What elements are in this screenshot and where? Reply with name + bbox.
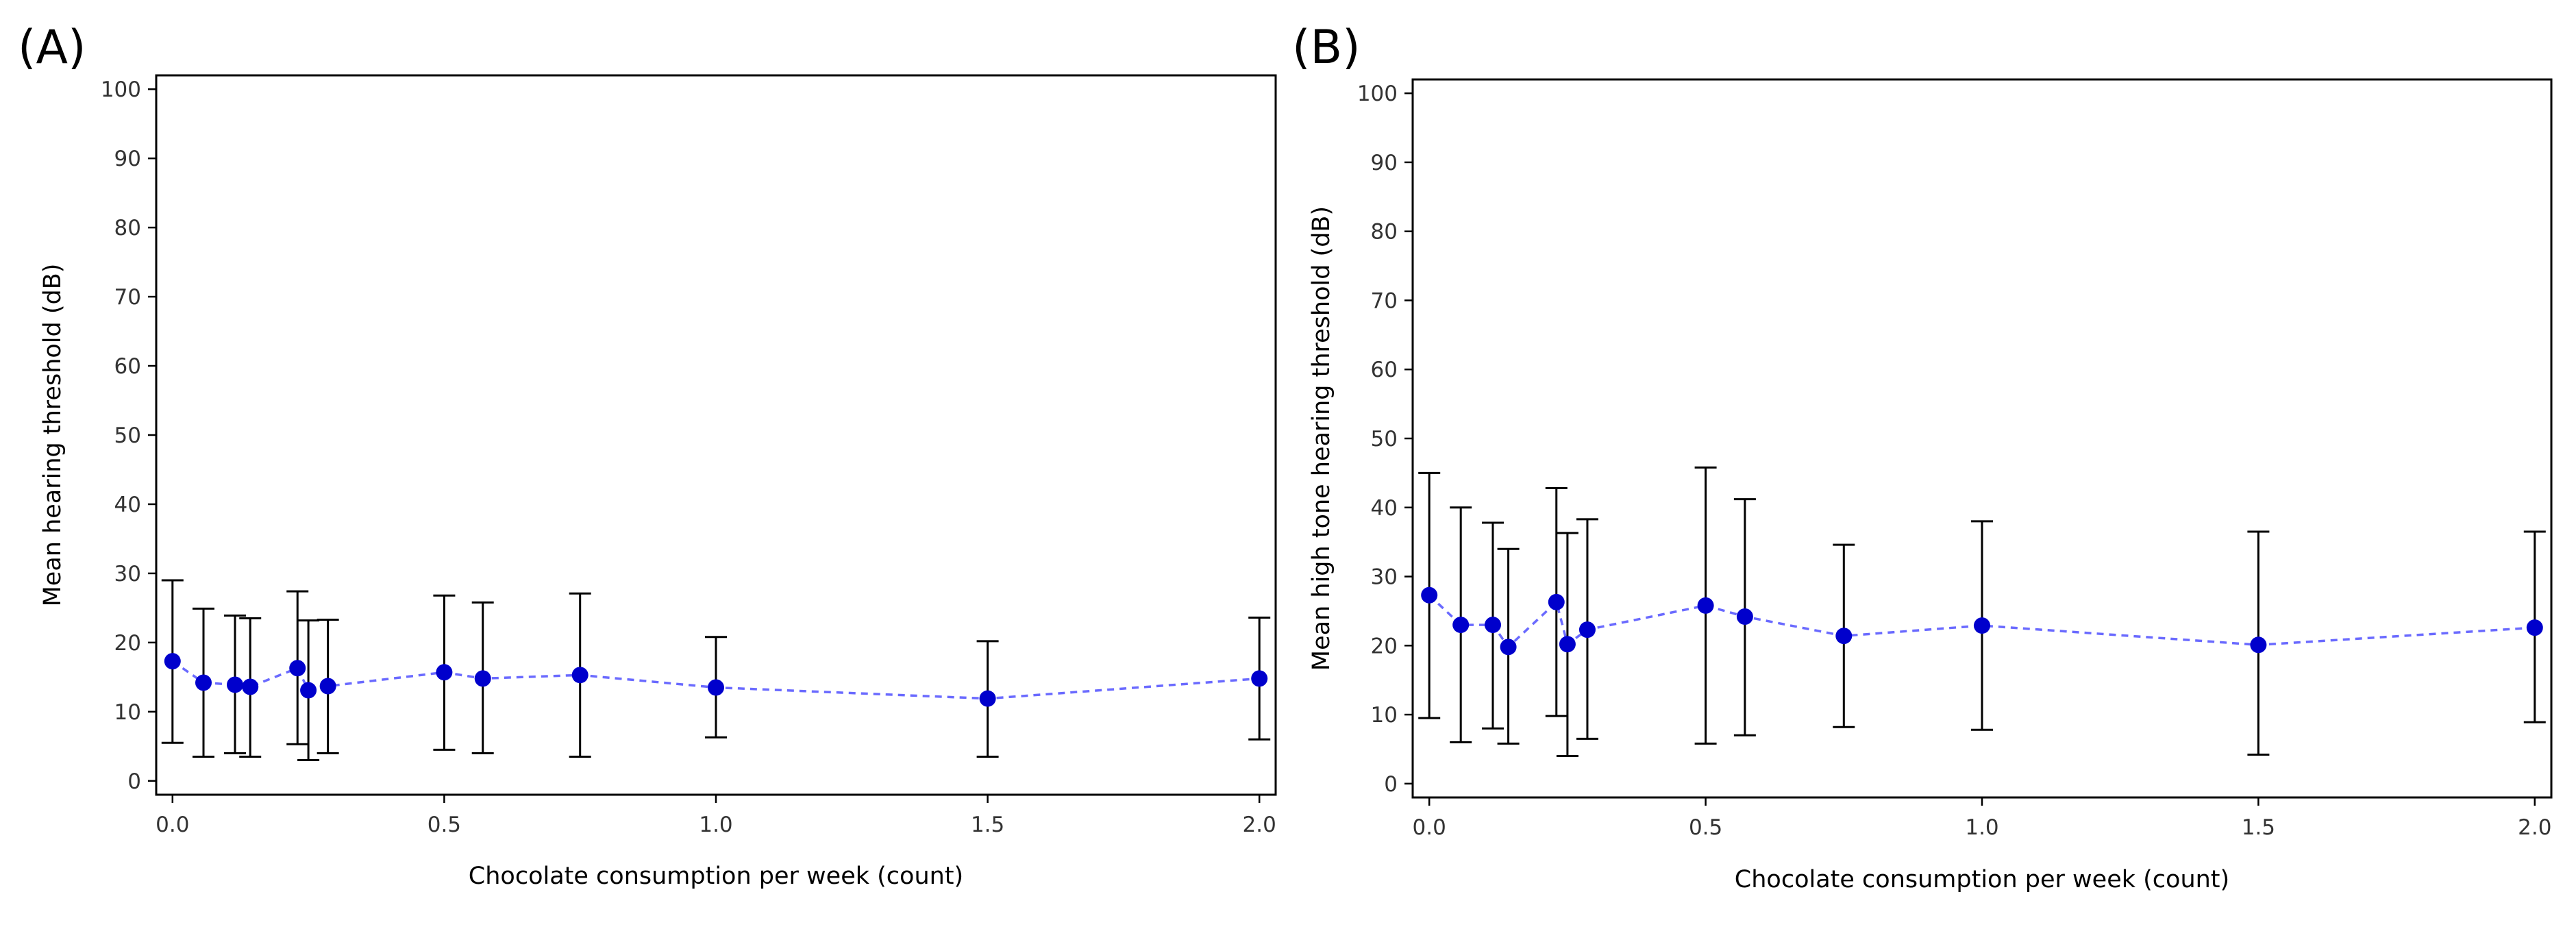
panel-b-data-point: [1421, 586, 1438, 604]
panel-b-y-tick-label: 10: [1371, 703, 1398, 728]
panel-a-data-point: [571, 667, 589, 684]
panel-a-data-point: [242, 678, 259, 695]
panel-b-x-axis-title: Chocolate consumption per week (count): [1735, 866, 2229, 893]
panel-a-y-tick-label: 40: [114, 493, 141, 517]
panel-a-x-tick-label: 2.0: [1243, 813, 1276, 837]
panel-a-x-tick-label: 0.0: [156, 813, 189, 837]
panel-b-data-point: [1559, 636, 1576, 653]
panel-a-x-tick-label: 0.5: [428, 813, 461, 837]
panel-a-y-tick-label: 100: [101, 77, 141, 102]
panel-a-series: [161, 579, 1271, 762]
panel-a-data-point: [227, 676, 244, 693]
panel-b-x-tick-label: 0.0: [1413, 815, 1446, 840]
panel-b-data-point: [2250, 636, 2267, 654]
panel-b-y-axis: 0 10 20 30 40 50 60 70 80 90 100: [1357, 82, 1413, 797]
panel-b-y-tick-label: 80: [1371, 220, 1398, 245]
panel-b-x-tick-label: 1.0: [1965, 815, 1998, 840]
panel-b-y-tick-label: 20: [1371, 634, 1398, 658]
panel-b-data-point: [1736, 608, 1753, 625]
panel-a-y-axis: 0 10 20 30 40 50 60 70 80 90 100: [101, 77, 156, 794]
panel-a-y-tick-label: 90: [114, 147, 141, 171]
panel-a-y-axis-title: Mean hearing threshold (dB): [39, 264, 66, 607]
panel-a-data-point: [195, 674, 212, 691]
panel-a-x-tick-label: 1.5: [971, 813, 1004, 837]
panel-a-data-point: [289, 660, 306, 677]
panel-b-x-tick-label: 2.0: [2518, 815, 2551, 840]
panel-a-data-point: [979, 690, 996, 707]
panel-b-y-tick-label: 30: [1371, 565, 1398, 590]
panel-a-data-point: [319, 678, 336, 695]
panel-b-data-point: [2526, 619, 2543, 636]
panel-a-data-point: [1251, 670, 1268, 687]
panel-a-y-tick-label: 30: [114, 562, 141, 586]
panel-a-y-tick-label: 10: [114, 700, 141, 725]
panel-a-y-tick-label: 0: [127, 769, 141, 794]
panel-b-x-axis: 0.0 0.5 1.0 1.5 2.0: [1413, 797, 2551, 840]
panel-a-y-tick-label: 50: [114, 423, 141, 448]
panel-a-x-axis-title: Chocolate consumption per week (count): [469, 863, 963, 890]
panel-b-y-tick-label: 60: [1371, 358, 1398, 382]
panel-b-data-point: [1500, 639, 1517, 656]
panel-b-x-tick-label: 0.5: [1689, 815, 1722, 840]
panel-a: (A) 0 10 20 30 40 50 60 70 80 90 100 0.0 0.5 1.0 1.5 2…: [18, 21, 1277, 890]
panel-b-data-point: [1548, 593, 1565, 610]
panel-b-data-point: [1484, 617, 1501, 634]
panel-b-y-axis-title: Mean high tone hearing threshold (dB): [1308, 206, 1335, 671]
panel-b-data-point: [1578, 621, 1596, 639]
panel-b-data-point: [1974, 617, 1990, 634]
panel-b-x-tick-label: 1.5: [2242, 815, 2275, 840]
panel-b-label: (B): [1292, 21, 1361, 75]
panel-b-y-tick-label: 50: [1371, 427, 1398, 451]
panel-a-y-tick-label: 20: [114, 631, 141, 656]
panel-b: (B) 0 10 20 30 40 50 60 70 80 90 100 0.0 0.5 1.0 1.5 2…: [1292, 21, 2553, 893]
panel-b-y-tick-label: 90: [1371, 151, 1398, 175]
panel-b-data-point: [1835, 628, 1853, 645]
panel-b-y-tick-label: 40: [1371, 496, 1398, 521]
panel-a-x-axis: 0.0 0.5 1.0 1.5 2.0: [156, 795, 1276, 837]
panel-a-data-point: [164, 653, 181, 670]
panel-b-series: [1418, 466, 2546, 758]
panel-a-data-point: [708, 679, 724, 696]
panel-b-data-point: [1697, 597, 1714, 614]
panel-a-data-point: [474, 670, 491, 687]
panel-a-y-tick-label: 60: [114, 354, 141, 379]
panel-b-y-tick-label: 70: [1371, 288, 1398, 313]
panel-b-data-point: [1452, 617, 1470, 634]
panel-b-y-tick-label: 100: [1357, 82, 1398, 106]
panel-b-y-tick-label: 0: [1384, 772, 1398, 797]
panel-a-x-tick-label: 1.0: [699, 813, 732, 837]
panel-a-data-point: [300, 682, 317, 699]
panel-a-data-point: [436, 664, 453, 681]
panel-a-label: (A): [18, 21, 86, 75]
panel-a-y-tick-label: 70: [114, 285, 141, 310]
panel-a-y-tick-label: 80: [114, 216, 141, 240]
